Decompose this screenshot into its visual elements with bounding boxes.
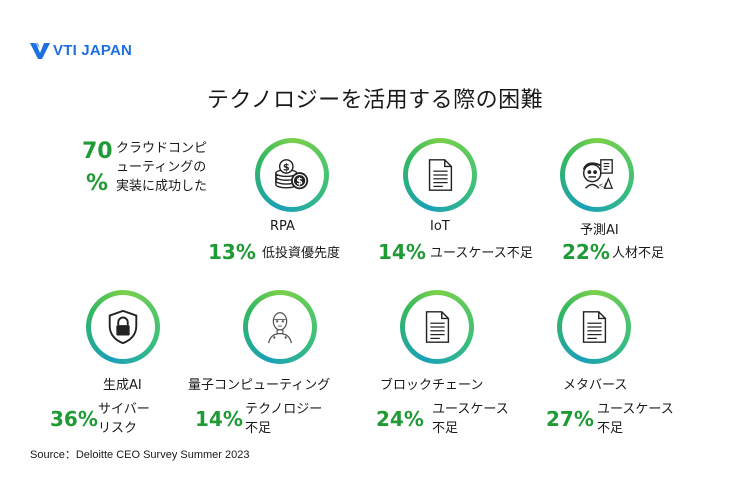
item-percent-rpa: 13% <box>208 240 256 264</box>
item-label-rpa: RPA <box>270 219 295 234</box>
coins-icon: $ $ <box>275 159 309 190</box>
company-logo: VTI JAPAN <box>30 42 132 59</box>
item-label-generative-ai: 生成AI <box>103 378 142 393</box>
highlight-line-1: クラウドコンピ <box>116 141 208 156</box>
item-percent-predictive-ai: 22% <box>562 240 610 264</box>
highlight-number: 70 <box>82 139 113 164</box>
highlight-line-3: 実装に成功した <box>116 179 208 194</box>
document-icon <box>582 311 607 343</box>
vti-logo-icon <box>30 42 50 59</box>
item-label-predictive-ai: 予測AI <box>580 223 619 238</box>
item-percent-iot: 14% <box>378 240 426 264</box>
highlight-line-2: ューティングの <box>116 160 207 175</box>
item-desc-blockchain: ユースケース 不足 <box>432 402 509 436</box>
document-icon <box>428 159 453 191</box>
item-desc-predictive-ai: 人材不足 <box>612 246 665 261</box>
highlight-symbol: % <box>86 171 109 196</box>
item-label-metaverse: メタバース <box>563 378 628 393</box>
humanoid-robot-icon <box>267 312 293 344</box>
shield-lock-icon <box>108 309 138 345</box>
item-label-quantum-computing: 量子コンピューティング <box>188 378 331 393</box>
item-percent-generative-ai: 36% <box>50 407 98 431</box>
item-label-iot: IoT <box>430 219 450 234</box>
item-percent-metaverse: 27% <box>546 407 594 431</box>
rpa-icon-circle: $ $ <box>255 138 329 212</box>
iot-icon-circle <box>403 138 477 212</box>
svg-text:$: $ <box>296 177 303 188</box>
ai-robot-icon: </> <box>582 159 614 189</box>
quantum-computing-icon-circle <box>243 290 317 364</box>
svg-text:$: $ <box>283 162 290 173</box>
predictive-ai-icon-circle: </> <box>560 138 634 212</box>
svg-text:</>: </> <box>599 181 611 189</box>
item-percent-quantum-computing: 14% <box>195 407 243 431</box>
item-desc-rpa: 低投資優先度 <box>262 246 341 261</box>
metaverse-icon-circle <box>557 290 631 364</box>
logo-text: VTI JAPAN <box>53 42 133 59</box>
source-citation: Source：Deloitte CEO Survey Summer 2023 <box>30 449 250 461</box>
page-title: テクノロジーを活用する際の困難 <box>206 88 544 113</box>
item-desc-generative-ai: サイバー リスク <box>98 402 150 436</box>
document-icon <box>425 311 450 343</box>
generative-ai-icon-circle <box>86 290 160 364</box>
item-desc-metaverse: ユースケース 不足 <box>597 402 674 436</box>
highlight-description: クラウドコンピ ューティングの 実装に成功した <box>116 139 246 196</box>
item-desc-iot: ユースケース不足 <box>430 246 533 261</box>
item-percent-blockchain: 24% <box>376 407 424 431</box>
item-desc-quantum-computing: テクノロジー 不足 <box>245 402 323 436</box>
blockchain-icon-circle <box>400 290 474 364</box>
item-label-blockchain: ブロックチェーン <box>380 378 484 393</box>
